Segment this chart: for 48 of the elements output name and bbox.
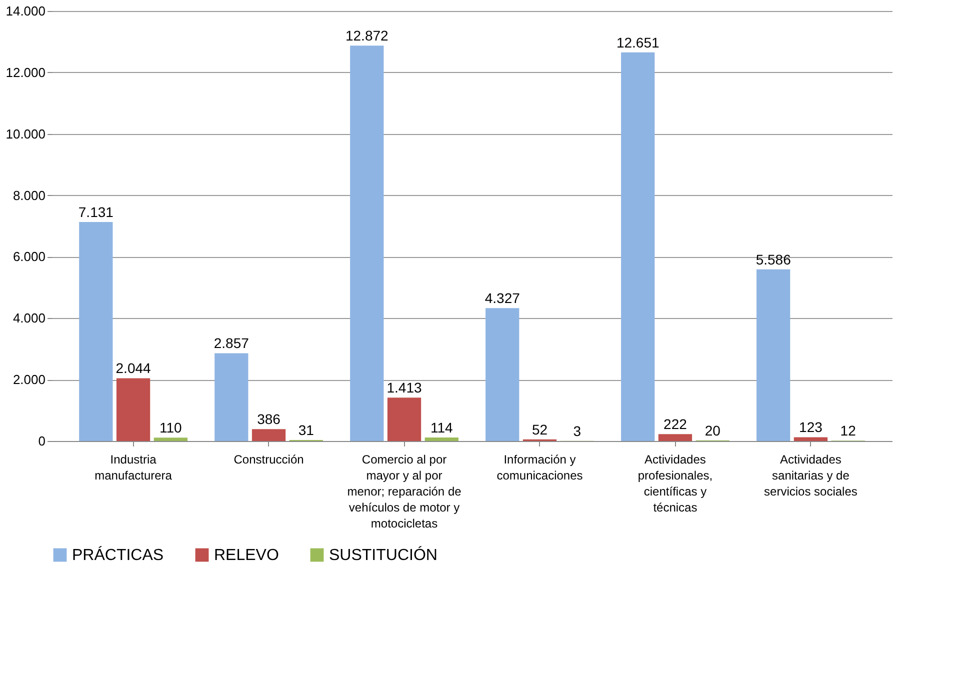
legend-label: RELEVO	[214, 547, 279, 564]
data-label: 386	[257, 411, 281, 428]
data-label: 2.857	[214, 335, 250, 352]
data-label: 52	[532, 421, 548, 438]
x-tick-label: Actividades sanitarias y de servicios sociales	[764, 452, 858, 498]
y-tick-label: 2.000	[12, 372, 46, 388]
bar	[350, 46, 384, 441]
data-label: 110	[160, 420, 182, 436]
data-label: 12.651	[616, 34, 660, 50]
data-label: 114	[430, 420, 453, 436]
x-tick-label: Actividades profesionales, científicas y técnicas	[638, 452, 713, 514]
bar	[424, 438, 458, 441]
y-tick-label: 0	[38, 434, 46, 448]
y-tick-label: 6.000	[12, 249, 46, 264]
data-label: 20	[704, 422, 721, 438]
bar	[214, 353, 248, 441]
legend-label: SUSTITUCIÓN	[329, 546, 438, 564]
data-label: 12	[840, 422, 856, 439]
x-tick-label: Información y comunicaciones	[496, 452, 583, 482]
data-label: 5.586	[756, 251, 792, 268]
x-tick-label: Construcción	[234, 452, 304, 466]
y-tick-label: 12.000	[6, 64, 46, 80]
bar	[116, 378, 150, 441]
data-label: 12.872	[345, 28, 389, 44]
x-tick-label: Comercio al por mayor y al por menor; reparación de vehículos de motor y motocicletas	[347, 452, 462, 530]
bar	[486, 308, 520, 441]
x-tick-label: Industria manufacturera	[94, 452, 172, 482]
data-label: 222	[664, 416, 688, 432]
data-label: 123	[799, 419, 823, 436]
y-tick-label: 10.000	[6, 126, 46, 142]
data-label: 2.044	[116, 360, 152, 376]
legend-label: PRÁCTICAS	[72, 546, 164, 564]
bar	[252, 429, 286, 441]
data-label: 31	[298, 422, 314, 438]
bar	[756, 269, 790, 441]
data-label: 7.131	[78, 204, 114, 220]
y-tick-label: 4.000	[12, 310, 46, 326]
bar	[658, 434, 692, 441]
bar	[154, 438, 188, 441]
y-tick-label: 8.000	[12, 188, 46, 203]
y-tick-label: 14.000	[6, 4, 46, 18]
bar	[794, 437, 828, 441]
data-label: 1.413	[386, 380, 422, 396]
bar	[79, 222, 113, 441]
bar	[621, 52, 655, 441]
data-label: 4.327	[484, 290, 520, 306]
data-label: 3	[573, 422, 582, 439]
bar	[387, 398, 422, 441]
